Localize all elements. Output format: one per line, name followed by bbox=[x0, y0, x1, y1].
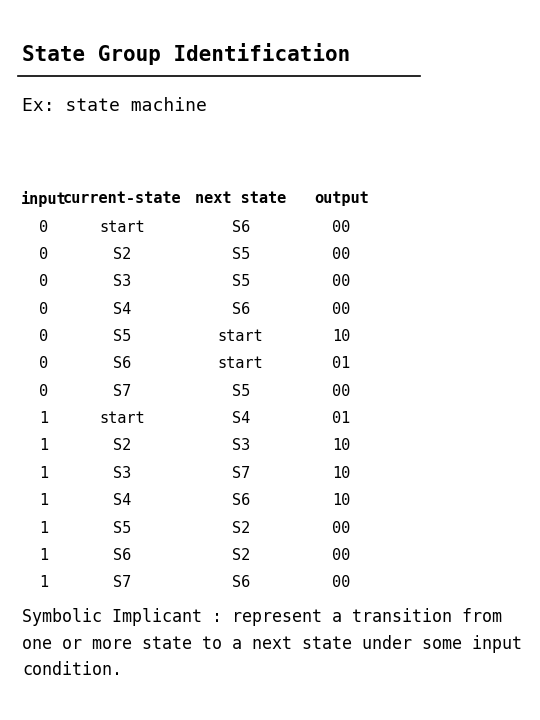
Text: 10: 10 bbox=[332, 329, 350, 344]
Text: S6: S6 bbox=[232, 220, 250, 235]
Text: S6: S6 bbox=[232, 493, 250, 508]
Text: S7: S7 bbox=[232, 466, 250, 481]
Text: S4: S4 bbox=[113, 493, 132, 508]
Text: S5: S5 bbox=[113, 521, 132, 536]
Text: 1: 1 bbox=[39, 548, 48, 563]
Text: S3: S3 bbox=[113, 466, 132, 481]
Text: S3: S3 bbox=[113, 274, 132, 289]
Text: start: start bbox=[100, 220, 145, 235]
Text: 10: 10 bbox=[332, 466, 350, 481]
Text: 00: 00 bbox=[332, 247, 350, 262]
Text: 1: 1 bbox=[39, 575, 48, 590]
Text: 01: 01 bbox=[332, 356, 350, 372]
Text: 0: 0 bbox=[39, 329, 48, 344]
Text: 01: 01 bbox=[332, 411, 350, 426]
Text: start: start bbox=[218, 356, 264, 372]
Text: 1: 1 bbox=[39, 493, 48, 508]
Text: 00: 00 bbox=[332, 575, 350, 590]
Text: 1: 1 bbox=[39, 466, 48, 481]
Text: S2: S2 bbox=[232, 521, 250, 536]
Text: 1: 1 bbox=[39, 411, 48, 426]
Text: 1: 1 bbox=[39, 438, 48, 454]
Text: 00: 00 bbox=[332, 302, 350, 317]
Text: S5: S5 bbox=[232, 384, 250, 399]
Text: Ex: state machine: Ex: state machine bbox=[22, 97, 207, 115]
Text: S6: S6 bbox=[232, 575, 250, 590]
Text: S6: S6 bbox=[113, 548, 132, 563]
Text: 0: 0 bbox=[39, 274, 48, 289]
Text: 00: 00 bbox=[332, 548, 350, 563]
Text: S5: S5 bbox=[113, 329, 132, 344]
Text: output: output bbox=[314, 191, 369, 206]
Text: State Group Identification: State Group Identification bbox=[22, 43, 350, 66]
Text: S5: S5 bbox=[232, 247, 250, 262]
Text: S2: S2 bbox=[113, 438, 132, 454]
Text: S4: S4 bbox=[232, 411, 250, 426]
Text: current-state: current-state bbox=[63, 191, 182, 206]
Text: 0: 0 bbox=[39, 384, 48, 399]
Text: S7: S7 bbox=[113, 575, 132, 590]
Text: input: input bbox=[21, 191, 66, 207]
Text: 00: 00 bbox=[332, 220, 350, 235]
Text: 0: 0 bbox=[39, 220, 48, 235]
Text: S4: S4 bbox=[113, 302, 132, 317]
Text: 10: 10 bbox=[332, 438, 350, 454]
Text: S3: S3 bbox=[232, 438, 250, 454]
Text: S2: S2 bbox=[232, 548, 250, 563]
Text: 0: 0 bbox=[39, 302, 48, 317]
Text: 10: 10 bbox=[332, 493, 350, 508]
Text: start: start bbox=[100, 411, 145, 426]
Text: 1: 1 bbox=[39, 521, 48, 536]
Text: 00: 00 bbox=[332, 521, 350, 536]
Text: 00: 00 bbox=[332, 384, 350, 399]
Text: next state: next state bbox=[195, 191, 286, 206]
Text: start: start bbox=[218, 329, 264, 344]
Text: Symbolic Implicant : represent a transition from
one or more state to a next sta: Symbolic Implicant : represent a transit… bbox=[22, 608, 522, 679]
Text: S2: S2 bbox=[113, 247, 132, 262]
Text: S6: S6 bbox=[232, 302, 250, 317]
Text: 0: 0 bbox=[39, 247, 48, 262]
Text: S6: S6 bbox=[113, 356, 132, 372]
Text: S7: S7 bbox=[113, 384, 132, 399]
Text: S5: S5 bbox=[232, 274, 250, 289]
Text: 00: 00 bbox=[332, 274, 350, 289]
Text: 0: 0 bbox=[39, 356, 48, 372]
